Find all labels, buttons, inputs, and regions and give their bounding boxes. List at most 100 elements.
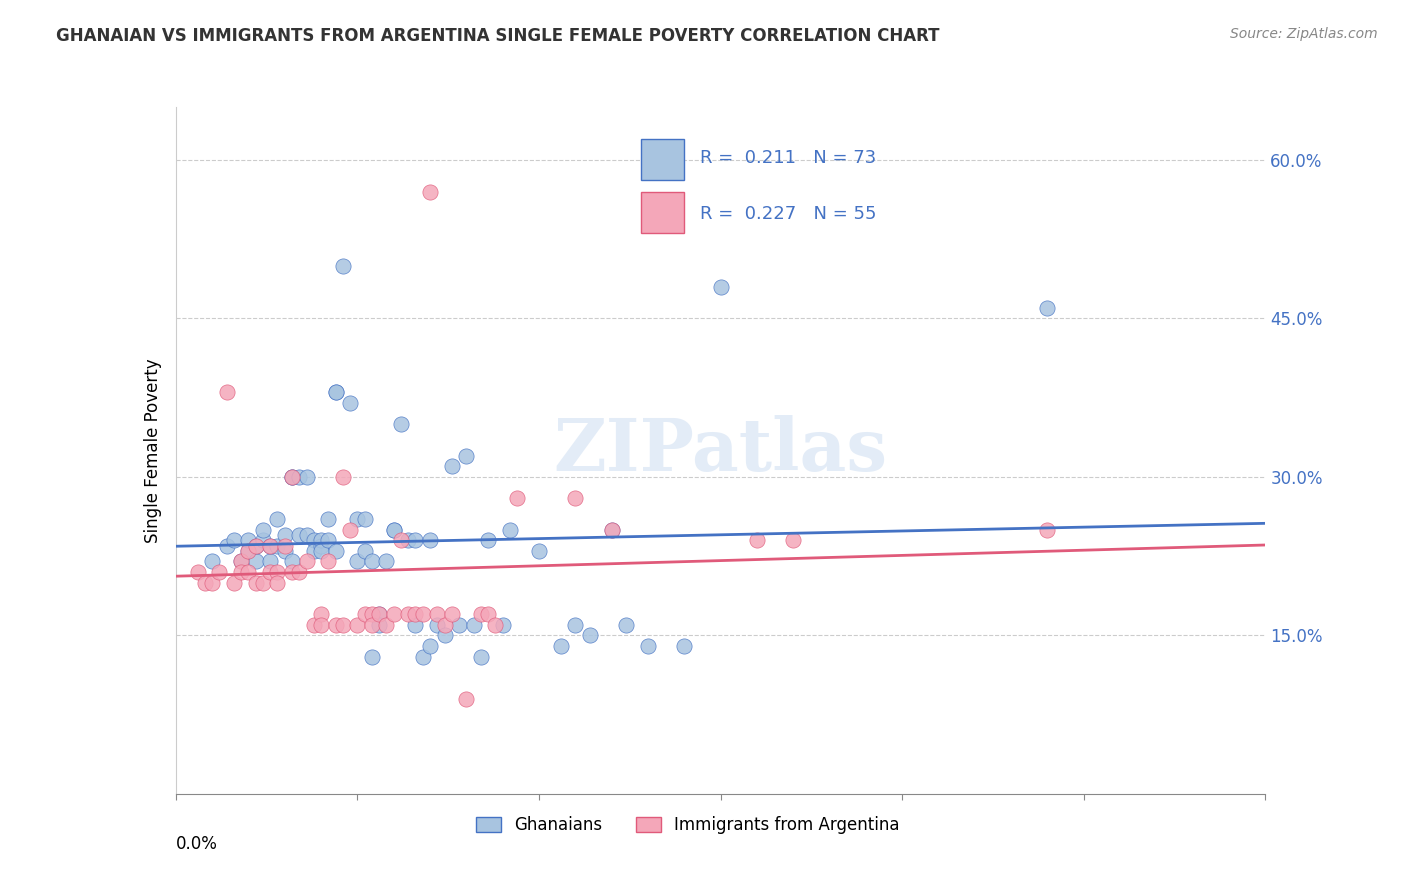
Point [1036, 523, 1059, 537]
Point [600, 523, 623, 537]
Point [295, 554, 318, 568]
Point [252, 575, 274, 590]
Point [419, 639, 441, 653]
Point [295, 470, 318, 484]
Point [231, 554, 253, 568]
Point [360, 554, 382, 568]
Y-axis label: Single Female Poverty: Single Female Poverty [143, 359, 162, 542]
Point [405, 607, 427, 622]
Point [564, 617, 586, 632]
Point [564, 491, 586, 505]
Point [281, 470, 304, 484]
Point [222, 533, 245, 548]
Point [499, 523, 522, 537]
Point [325, 385, 347, 400]
Point [201, 575, 224, 590]
Point [405, 617, 427, 632]
Point [368, 607, 391, 622]
Point [288, 528, 311, 542]
Point [456, 691, 478, 706]
Point [382, 523, 405, 537]
Point [477, 533, 499, 548]
Point [215, 539, 238, 553]
Point [477, 607, 499, 622]
Point [325, 385, 347, 400]
Point [281, 470, 304, 484]
Point [440, 459, 463, 474]
Point [201, 554, 224, 568]
Text: 0.0%: 0.0% [176, 835, 218, 853]
Point [375, 617, 398, 632]
Point [447, 617, 470, 632]
Point [412, 607, 434, 622]
Point [309, 533, 332, 548]
Point [318, 533, 340, 548]
Point [266, 512, 288, 526]
Point [389, 533, 412, 548]
Point [419, 533, 441, 548]
Point [259, 539, 281, 553]
Point [288, 565, 311, 579]
Point [346, 617, 368, 632]
Point [389, 417, 412, 431]
Point [266, 539, 288, 553]
Point [238, 544, 260, 558]
Point [550, 639, 572, 653]
Point [745, 533, 768, 548]
Point [484, 617, 506, 632]
Point [382, 523, 405, 537]
Point [346, 512, 368, 526]
Point [375, 554, 398, 568]
Point [274, 539, 297, 553]
Point [339, 396, 361, 410]
Point [259, 554, 281, 568]
Point [419, 185, 441, 199]
Point [231, 554, 253, 568]
Point [492, 617, 515, 632]
Legend: Ghanaians, Immigrants from Argentina: Ghanaians, Immigrants from Argentina [470, 809, 907, 840]
Point [710, 279, 733, 293]
Point [353, 544, 375, 558]
Point [332, 617, 354, 632]
Point [325, 544, 347, 558]
Point [238, 544, 260, 558]
Point [238, 565, 260, 579]
Point [245, 539, 267, 553]
Point [382, 607, 405, 622]
Point [281, 565, 304, 579]
Point [396, 607, 419, 622]
Point [245, 575, 267, 590]
Point [332, 259, 354, 273]
Point [353, 512, 375, 526]
Point [266, 575, 288, 590]
Point [281, 554, 304, 568]
Point [579, 628, 602, 642]
Point [288, 470, 311, 484]
Point [309, 617, 332, 632]
Point [506, 491, 529, 505]
Point [470, 607, 492, 622]
Point [1036, 301, 1059, 315]
Point [332, 470, 354, 484]
Point [309, 544, 332, 558]
Point [440, 607, 463, 622]
Point [309, 539, 332, 553]
Point [470, 649, 492, 664]
Point [309, 607, 332, 622]
Point [259, 565, 281, 579]
Point [456, 449, 478, 463]
Text: ZIPatlas: ZIPatlas [554, 415, 887, 486]
Point [360, 607, 382, 622]
Text: Source: ZipAtlas.com: Source: ZipAtlas.com [1230, 27, 1378, 41]
Point [266, 565, 288, 579]
Point [252, 533, 274, 548]
Point [527, 544, 550, 558]
Point [368, 617, 391, 632]
Point [274, 528, 297, 542]
Point [186, 565, 209, 579]
Point [318, 512, 340, 526]
Point [302, 617, 325, 632]
Point [600, 523, 623, 537]
Point [346, 554, 368, 568]
Point [274, 544, 297, 558]
